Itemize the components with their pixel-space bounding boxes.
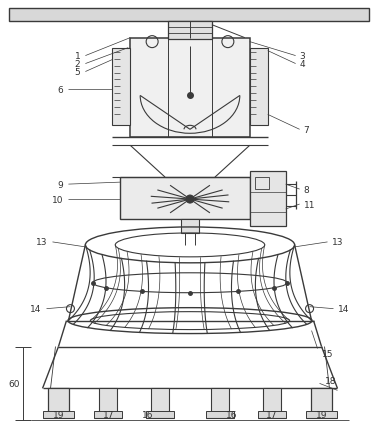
Text: 15: 15 [322,349,333,358]
Bar [258,412,286,418]
Text: 17: 17 [266,410,277,419]
Bar [94,412,122,418]
Text: 13: 13 [36,238,48,247]
Bar [250,172,286,227]
Text: 60: 60 [8,379,19,388]
Text: 14: 14 [338,304,349,313]
Bar [306,412,338,418]
Bar [263,388,281,412]
Text: 19: 19 [53,410,64,419]
Bar [250,49,268,126]
Text: 4: 4 [299,60,305,69]
Text: 11: 11 [304,200,315,209]
Bar [48,388,69,412]
Text: 14: 14 [30,304,42,313]
Bar [151,388,169,412]
Text: 6: 6 [58,86,64,95]
Bar [146,412,174,418]
Bar [43,412,74,418]
Text: 13: 13 [331,238,343,247]
Bar [120,178,250,219]
Bar [206,412,234,418]
Bar [211,388,229,412]
Text: 3: 3 [299,52,305,61]
Text: 19: 19 [316,410,327,419]
Bar [168,22,212,40]
Bar [311,388,333,412]
Text: 9: 9 [58,180,64,189]
Text: 18: 18 [325,376,336,385]
Bar [255,178,269,190]
Text: 1: 1 [75,52,80,61]
Text: 16: 16 [142,410,154,419]
Text: 7: 7 [304,126,309,135]
Text: 16: 16 [226,410,238,419]
Bar [99,388,117,412]
Text: 2: 2 [75,60,80,69]
Text: 8: 8 [304,185,309,194]
Text: 10: 10 [52,195,64,204]
Bar [9,9,369,22]
Text: 5: 5 [75,68,80,77]
Circle shape [186,196,194,203]
Bar [130,39,250,138]
Bar [112,49,130,126]
Bar [181,219,199,233]
Text: 17: 17 [102,410,114,419]
